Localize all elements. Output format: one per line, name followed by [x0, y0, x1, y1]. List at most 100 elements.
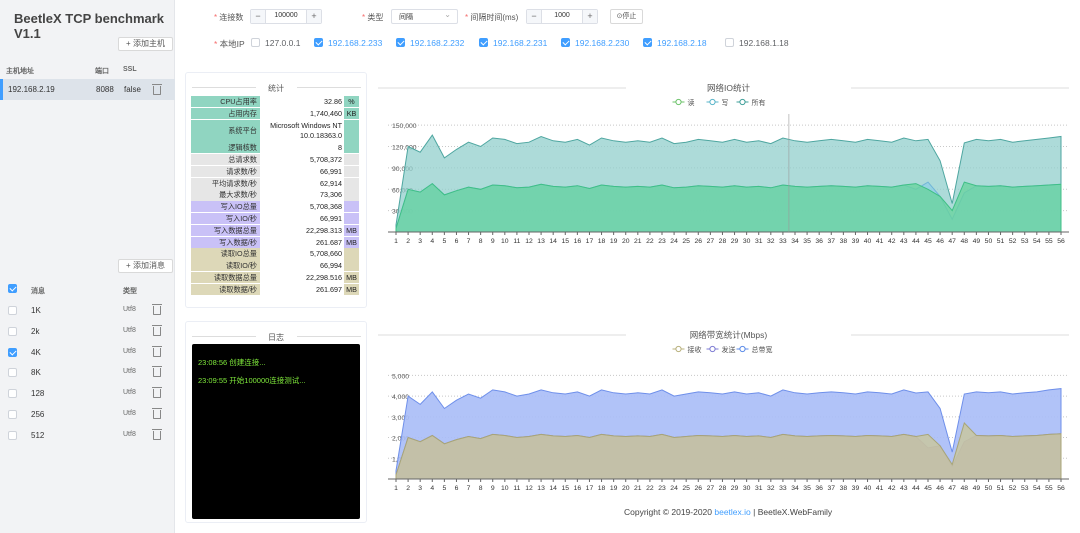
- x-tick-label: 28: [719, 238, 727, 245]
- beetlex-link[interactable]: beetlex.io: [714, 507, 751, 517]
- type-select[interactable]: 间隔 ⌄: [391, 9, 458, 24]
- x-tick-label: 35: [803, 238, 811, 245]
- host-row[interactable]: 192.168.2.19 8088 false: [0, 79, 175, 100]
- delete-message-icon[interactable]: [152, 408, 162, 419]
- select-all-checkbox[interactable]: [8, 284, 17, 293]
- message-row[interactable]: 512 Utf8: [0, 425, 175, 446]
- delete-message-icon[interactable]: [152, 304, 162, 315]
- host-ssl: false: [124, 85, 141, 94]
- log-console[interactable]: 23:08:56 创建连接... 23:09:55 开始100000连接测试..…: [192, 344, 360, 519]
- app-title: BeetleX TCP benchmark V1.1: [14, 11, 165, 41]
- stat-row: 系统平台 Microsoft Windows NT 10.0.18363.0: [191, 119, 359, 142]
- x-tick-label: 52: [1009, 238, 1017, 245]
- decrement-button[interactable]: −: [527, 10, 542, 23]
- legend-marker: [709, 98, 716, 106]
- toolbar: * 连接数 − 100000 + * 类型 间隔 ⌄ * 间隔时间(ms) − …: [214, 9, 789, 49]
- message-row[interactable]: 1K Utf8: [0, 300, 175, 321]
- message-row[interactable]: 128 Utf8: [0, 383, 175, 404]
- x-tick-label: 10: [501, 238, 509, 245]
- delete-message-icon[interactable]: [152, 387, 162, 399]
- x-tick-label: 11: [513, 485, 520, 492]
- x-tick-label: 39: [852, 238, 860, 245]
- x-tick-label: 16: [574, 238, 582, 245]
- message-checkbox[interactable]: [8, 347, 17, 357]
- ip-check-icon[interactable]: [479, 38, 488, 48]
- connections-stepper[interactable]: − 100000 +: [250, 9, 322, 24]
- interval-label: 间隔时间(ms): [470, 13, 519, 22]
- stat-key: 占用内存: [191, 107, 260, 119]
- stat-key: 读取数据总量: [191, 272, 260, 284]
- message-name: 2k: [31, 326, 40, 336]
- stat-key: 写入IO/秒: [191, 213, 260, 225]
- increment-button[interactable]: +: [306, 10, 321, 23]
- connections-value: 100000: [274, 12, 298, 19]
- stat-key: 总请求数: [191, 154, 260, 166]
- delete-message-icon[interactable]: [152, 345, 162, 357]
- legend-marker: [675, 345, 682, 353]
- port-col-header: 端口: [95, 68, 109, 75]
- sidebar: BeetleX TCP benchmark V1.1 + 添加主机 主机地址 端…: [0, 0, 175, 533]
- local-ip-checkbox[interactable]: 192.168.2.233: [314, 38, 382, 48]
- x-tick-label: 18: [598, 485, 606, 492]
- stat-row: 写入数据总量 22,298.313 MB: [191, 224, 359, 236]
- chart-title: 网络IO统计: [707, 83, 750, 93]
- x-tick-label: 24: [670, 485, 678, 492]
- delete-host-icon[interactable]: [152, 84, 162, 95]
- stat-row: 写入IO总量 5,708,368: [191, 201, 359, 213]
- x-tick-label: 33: [779, 238, 787, 245]
- message-row[interactable]: 2k Utf8: [0, 321, 175, 342]
- stop-button[interactable]: ⊙停止: [610, 9, 643, 24]
- decrement-button[interactable]: −: [251, 10, 266, 23]
- message-checkbox[interactable]: [8, 326, 17, 336]
- message-checkbox[interactable]: [8, 430, 17, 440]
- x-tick-label: 4: [430, 238, 434, 245]
- interval-stepper[interactable]: − 1000 +: [526, 9, 598, 24]
- type-col-header: 类型: [123, 288, 137, 295]
- ip-check-icon[interactable]: [314, 38, 323, 48]
- message-checkbox[interactable]: [8, 368, 17, 378]
- stat-value: 32.86: [260, 96, 344, 108]
- message-row[interactable]: 4K Utf8: [0, 342, 175, 363]
- legend-marker: [739, 345, 746, 353]
- ip-check-icon[interactable]: [643, 38, 652, 48]
- delete-message-icon[interactable]: [152, 366, 162, 378]
- ip-check-icon[interactable]: [251, 38, 260, 48]
- local-ip-checkbox[interactable]: 192.168.2.232: [396, 38, 464, 48]
- stat-row: 读取数据总量 22,298.516 MB: [191, 272, 359, 284]
- x-tick-label: 18: [598, 238, 606, 245]
- message-checkbox[interactable]: [8, 306, 17, 315]
- ip-check-icon[interactable]: [561, 38, 570, 48]
- x-tick-label: 3: [418, 238, 422, 245]
- ip-check-icon[interactable]: [396, 38, 405, 48]
- message-row[interactable]: 8K Utf8: [0, 362, 175, 383]
- local-ip-checkbox[interactable]: 127.0.0.1: [251, 38, 300, 48]
- local-ip-checkbox[interactable]: 192.168.2.230: [561, 38, 629, 48]
- series-area-接收: [395, 422, 1062, 480]
- add-host-button[interactable]: + 添加主机: [118, 37, 173, 51]
- ip-check-icon[interactable]: [725, 38, 734, 48]
- message-checkbox[interactable]: [8, 389, 17, 399]
- delete-message-icon[interactable]: [152, 324, 162, 336]
- local-ip-checkbox[interactable]: 192.168.2.18: [643, 38, 707, 48]
- message-type: Utf8: [123, 368, 136, 376]
- local-ip-checkbox[interactable]: 192.168.2.231: [479, 38, 547, 48]
- x-tick-label: 20: [622, 238, 630, 245]
- host-col-header: 主机地址: [6, 68, 34, 75]
- local-ip-label: 本地IP: [219, 39, 245, 49]
- stat-unit: [344, 119, 359, 142]
- x-tick-label: 5: [442, 485, 446, 492]
- stat-unit: MB: [344, 236, 359, 248]
- add-message-button[interactable]: + 添加消息: [118, 259, 173, 273]
- delete-message-icon[interactable]: [152, 428, 162, 440]
- x-tick-label: 19: [610, 485, 618, 492]
- stat-row: CPU占用率 32.86%: [191, 96, 359, 108]
- message-checkbox[interactable]: [8, 410, 17, 419]
- local-ip-checkbox[interactable]: 192.168.1.18: [725, 38, 789, 48]
- increment-button[interactable]: +: [582, 10, 597, 23]
- x-tick-label: 34: [791, 238, 799, 245]
- stat-unit: [344, 201, 359, 213]
- x-tick-label: 38: [840, 238, 848, 245]
- stat-key: 逻辑核数: [191, 142, 260, 154]
- x-tick-label: 36: [815, 485, 823, 492]
- message-row[interactable]: 256 Utf8: [0, 404, 175, 425]
